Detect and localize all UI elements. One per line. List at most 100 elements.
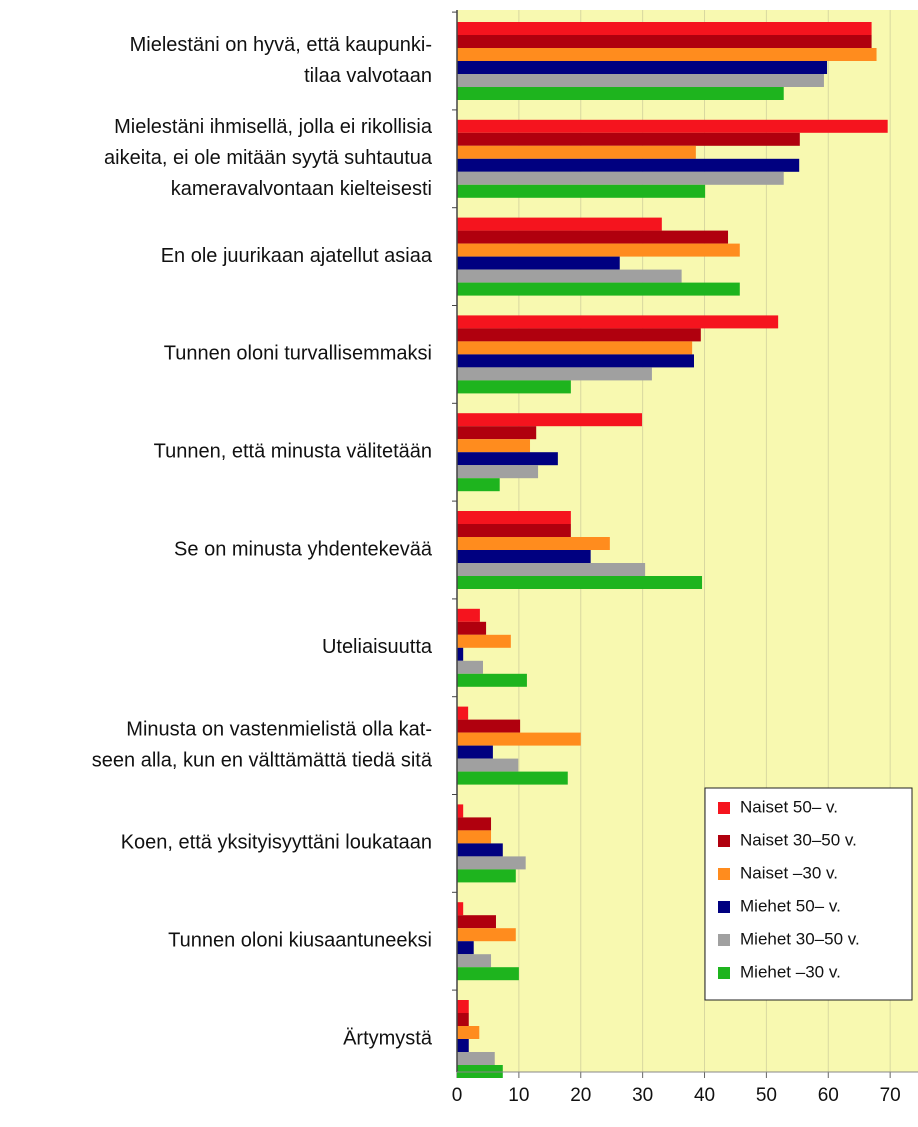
bar (457, 928, 516, 942)
legend-box (704, 787, 913, 1001)
bar (457, 771, 568, 785)
bar (457, 1000, 469, 1013)
legend-swatch (718, 868, 730, 880)
bar (457, 87, 784, 100)
legend-swatch (718, 934, 730, 946)
bar (457, 452, 558, 466)
bar (457, 621, 487, 635)
x-tick-label: 50 (756, 1085, 777, 1106)
bar (457, 132, 800, 146)
bar (457, 465, 539, 479)
category-label: En ole juurikaan ajatellut asiaa (161, 245, 433, 267)
bar (457, 61, 828, 74)
bar (457, 647, 464, 661)
bar (457, 74, 824, 87)
legend-label: Naiset –30 v. (740, 863, 838, 882)
bar (457, 35, 872, 48)
category-label: Koen, että yksityisyyttäni loukataan (121, 832, 432, 854)
legend-swatch (718, 901, 730, 913)
legend-label: Naiset 50– v. (740, 797, 838, 816)
bar (457, 478, 500, 492)
bar (457, 269, 682, 283)
legend-label: Miehet –30 v. (740, 962, 841, 981)
bar (457, 328, 701, 342)
bar (457, 941, 474, 955)
bar (457, 439, 531, 453)
x-tick-label: 60 (818, 1085, 839, 1106)
category-label: kameravalvontaan kielteisesti (171, 178, 432, 200)
bar (457, 954, 492, 968)
x-tick-label: 40 (694, 1085, 715, 1106)
legend-swatch (718, 802, 730, 814)
category-label: aikeita, ei ole mitään syytä suhtautua (104, 147, 433, 169)
bar (457, 1026, 480, 1039)
bar (457, 817, 492, 831)
bar (457, 426, 537, 440)
bar (457, 902, 464, 916)
bar (457, 230, 729, 244)
category-label: Ärtymystä (343, 1027, 433, 1049)
bar (457, 563, 646, 576)
category-label: Tunnen oloni kiusaantuneeksi (168, 929, 432, 951)
bar (457, 413, 643, 427)
bar (457, 119, 888, 133)
bar (457, 719, 521, 733)
bar (457, 1052, 495, 1065)
bar (457, 608, 480, 622)
bar (457, 243, 740, 257)
category-label: Tunnen, että minusta välitetään (154, 440, 432, 462)
x-tick-label: 30 (632, 1085, 653, 1106)
bar (457, 367, 652, 381)
bar (457, 550, 591, 563)
category-label: Tunnen oloni turvallisemmaksi (164, 343, 432, 365)
bar (457, 315, 779, 329)
bar (457, 184, 706, 198)
bar (457, 1013, 469, 1026)
category-label: tilaa valvotaan (304, 65, 432, 87)
legend-swatch (718, 967, 730, 979)
bar (457, 171, 784, 185)
bar (457, 537, 610, 550)
bar (457, 673, 527, 687)
legend-swatch (718, 835, 730, 847)
bar (457, 1039, 469, 1052)
bar (457, 48, 877, 61)
bar (457, 830, 492, 844)
x-tick-label: 70 (880, 1085, 901, 1106)
category-label: Mielestäni ihmisellä, jolla ei rikollisi… (114, 116, 433, 138)
category-label: Uteliaisuutta (322, 636, 433, 658)
bar (457, 915, 496, 929)
legend-label: Miehet 30–50 v. (740, 929, 860, 948)
bar (457, 354, 694, 368)
x-tick-label: 10 (508, 1085, 529, 1106)
bar (457, 869, 516, 883)
bar (457, 256, 620, 270)
bar (457, 380, 571, 394)
category-label: Se on minusta yhdentekevää (174, 538, 433, 560)
bar (457, 660, 483, 674)
bar (457, 145, 696, 159)
bar (457, 511, 571, 524)
bar (457, 967, 519, 981)
bar (457, 732, 581, 746)
bar (457, 282, 740, 296)
category-label: Mielestäni on hyvä, että kaupunki- (130, 34, 432, 56)
bar (457, 524, 571, 537)
bar (457, 706, 469, 720)
bar (457, 843, 503, 857)
category-label: seen alla, kun en välttämättä tiedä sitä (92, 749, 433, 771)
legend-label: Miehet 50– v. (740, 896, 841, 915)
bar (457, 745, 493, 759)
category-label: Minusta on vastenmielistä olla kat- (126, 718, 432, 740)
bar (457, 158, 800, 172)
x-tick-label: 20 (570, 1085, 591, 1106)
bar (457, 22, 872, 35)
bar (457, 217, 662, 231)
bar (457, 758, 519, 772)
legend-label: Naiset 30–50 v. (740, 830, 857, 849)
x-tick-label: 0 (452, 1085, 463, 1106)
bar (457, 576, 703, 589)
bar (457, 804, 464, 818)
